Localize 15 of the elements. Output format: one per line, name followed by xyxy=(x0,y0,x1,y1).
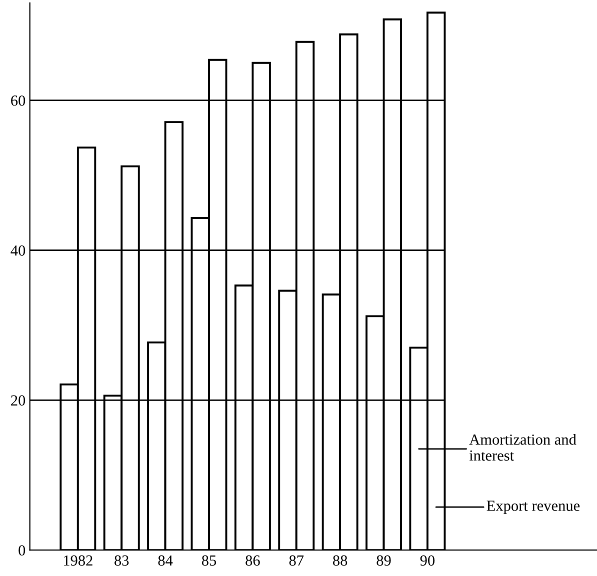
y-tick-label: 40 xyxy=(10,245,26,256)
y-tick-label: 60 xyxy=(11,95,26,106)
x-tick-label: 83 xyxy=(114,555,129,566)
x-tick-label: 86 xyxy=(246,555,260,566)
x-tick-label: 1982 xyxy=(64,555,92,566)
x-tick-label: 90 xyxy=(420,555,435,566)
legend-label: Export revenue xyxy=(486,500,580,514)
x-tick-label: 88 xyxy=(333,555,348,566)
y-tick-label: 0 xyxy=(18,545,26,556)
x-tick-label: 85 xyxy=(202,555,216,566)
legend-label: Amortization and interest xyxy=(469,434,576,461)
x-tick-label: 84 xyxy=(158,555,173,566)
y-tick-label: 20 xyxy=(11,395,26,406)
x-tick-label: 89 xyxy=(376,555,391,566)
x-tick-label: 87 xyxy=(289,555,304,566)
